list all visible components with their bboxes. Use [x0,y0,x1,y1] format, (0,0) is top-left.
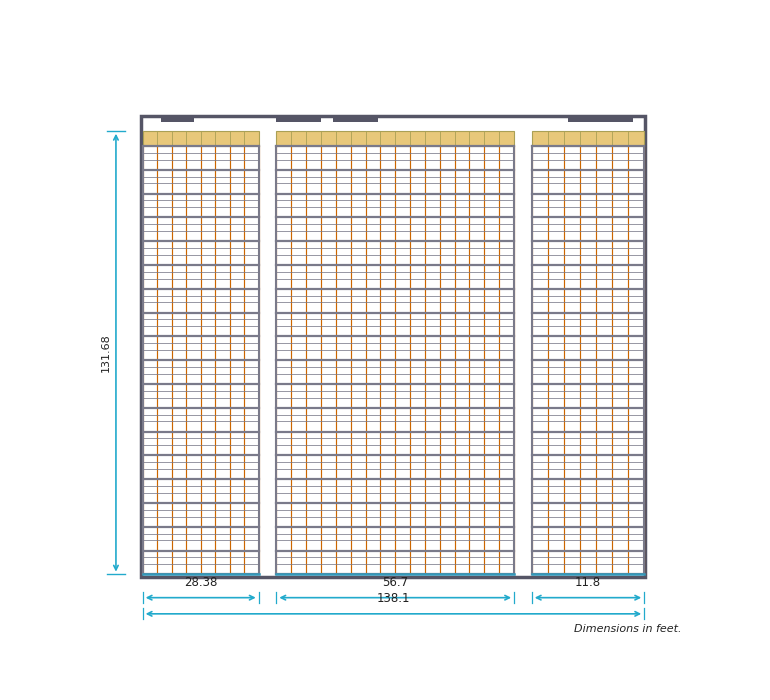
Bar [276,116,321,122]
Bar [161,116,193,122]
Bar [142,131,259,146]
Text: 11.8: 11.8 [575,576,601,589]
Bar [532,131,644,146]
Text: 28.38: 28.38 [184,576,217,589]
Text: 56.7: 56.7 [382,576,408,589]
Bar [567,116,633,122]
Text: 138.1: 138.1 [377,592,410,606]
Bar [276,131,514,146]
Bar [141,116,645,578]
Text: Dimensions in feet.: Dimensions in feet. [574,624,681,634]
Bar [333,116,378,122]
Text: 131.68: 131.68 [101,333,111,372]
